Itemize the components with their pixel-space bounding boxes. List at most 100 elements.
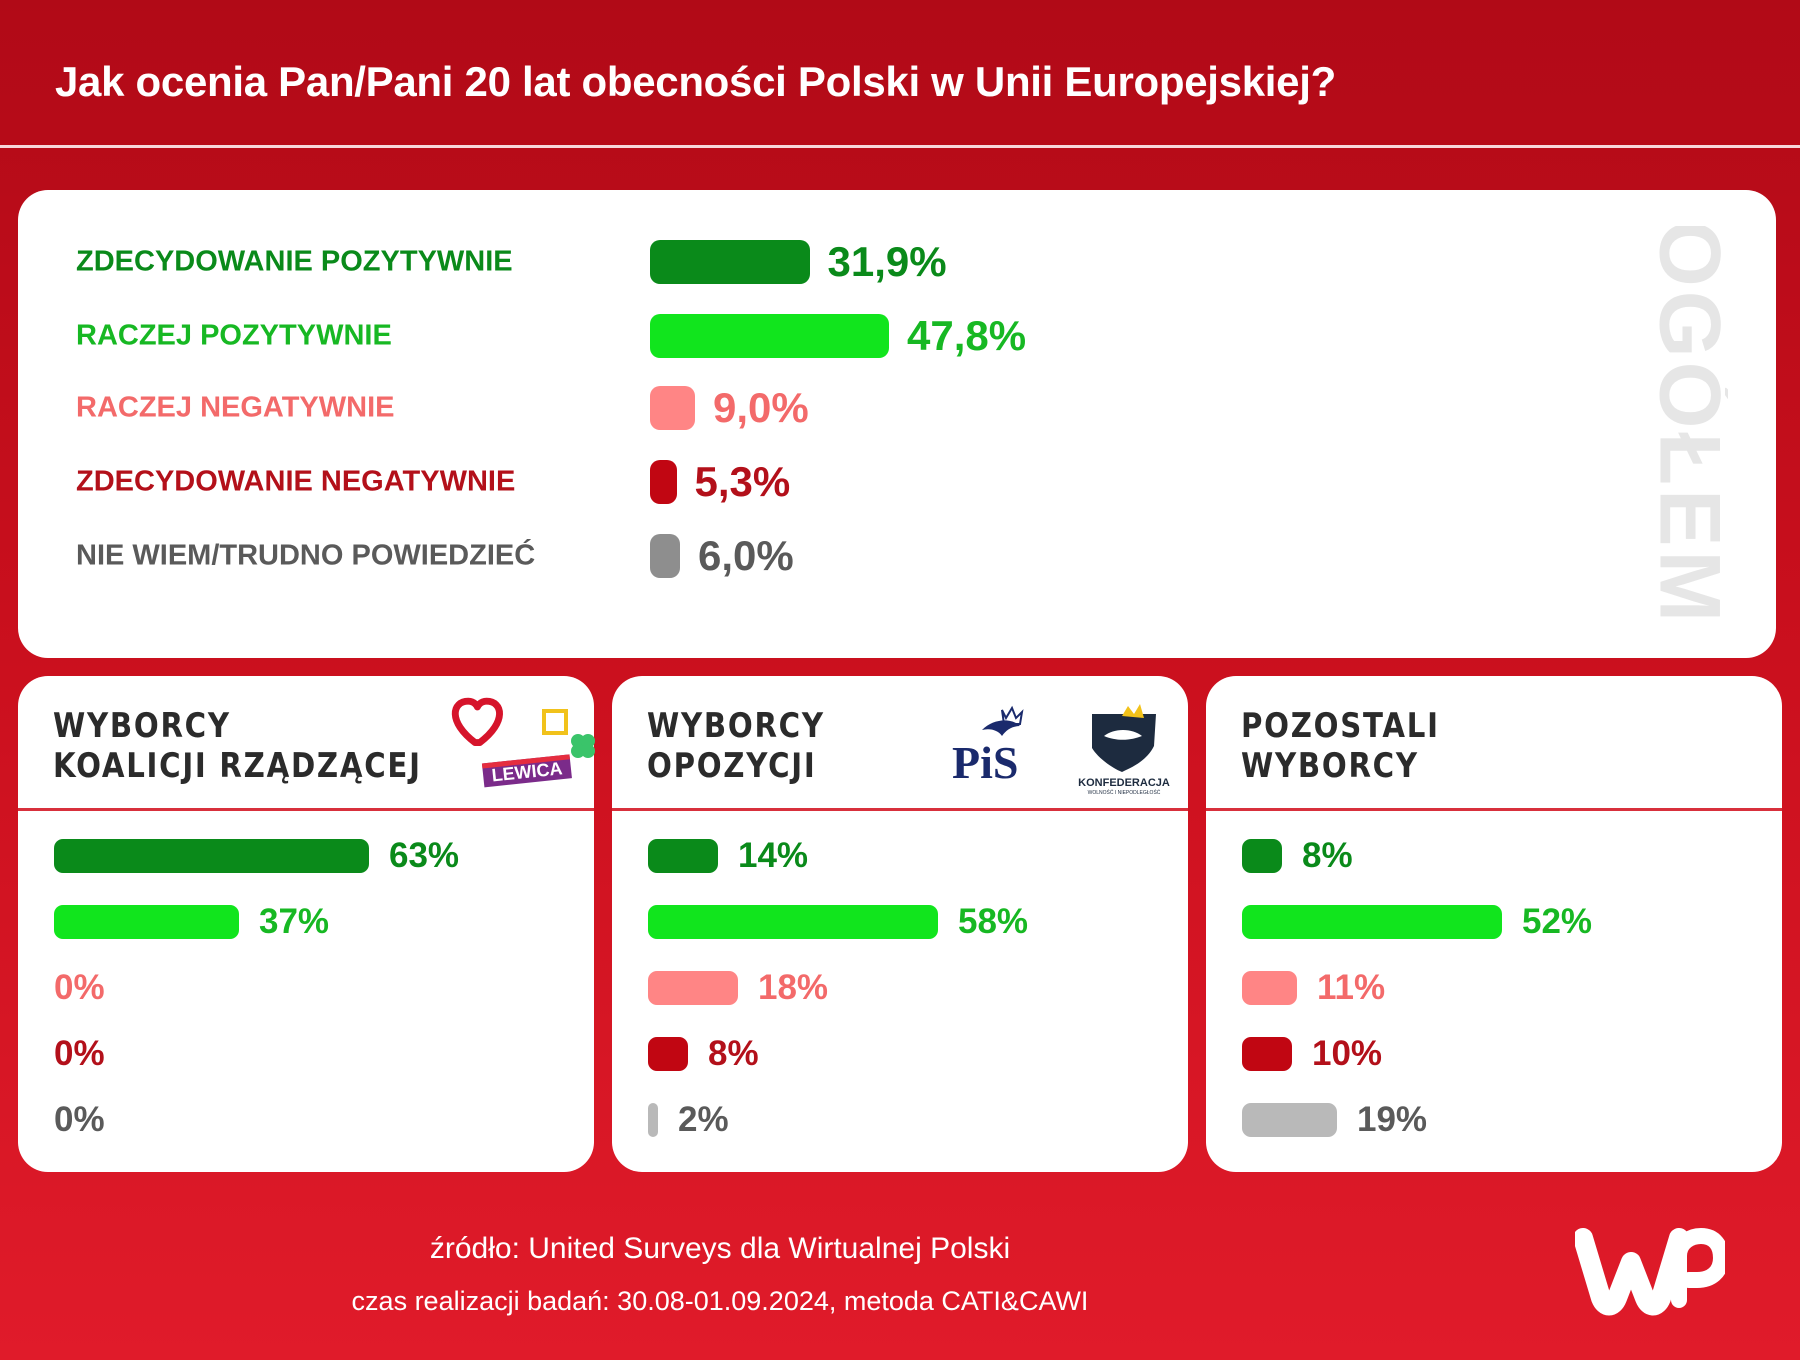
panel-value-label: 0%: [54, 968, 105, 1007]
footer-source: źródło: United Surveys dla Wirtualnej Po…: [429, 1232, 1011, 1265]
panel-row: 0%: [18, 1098, 594, 1142]
overall-category-label: RACZEJ NEGATYWNIE: [76, 391, 395, 424]
panel-row: 2%: [612, 1098, 1188, 1142]
pis-crown-icon: [1001, 705, 1024, 725]
pis-logo-text: PiS: [952, 737, 1018, 788]
panel-value-label: 52%: [1522, 902, 1593, 941]
panel-value-label: 19%: [1357, 1100, 1428, 1139]
coalition-panel: WYBORCY KOALICJI RZĄDZĄCEJ LEWICA 63% 37%…: [18, 676, 595, 1172]
panel-row: 14%: [612, 834, 1188, 878]
panel-value-label: 63%: [389, 836, 460, 875]
konfederacja-logo-subtext: WOLNOŚĆ I NIEPODLEGŁOŚĆ: [1088, 788, 1161, 796]
pis-logo: PiS: [952, 705, 1024, 788]
panel-value-label: 10%: [1312, 1034, 1383, 1073]
others-panel: POZOSTALI WYBORCY 8% 52% 11% 10% 19%: [1206, 676, 1782, 1172]
opposition-panel-header: WYBORCY OPOZYCJI PiS KONFEDERACJA WOLNOŚ…: [612, 676, 1188, 810]
lewica-logo: LEWICA: [481, 754, 572, 788]
coalition-panel-title: WYBORCY KOALICJI RZĄDZĄCEJ: [53, 706, 422, 786]
coalition-title-line-2: KOALICJI RZĄDZĄCEJ: [53, 746, 422, 786]
opposition-panel-title: WYBORCY OPOZYCJI: [647, 706, 825, 786]
panel-bar: [648, 971, 738, 1005]
panel-row: 37%: [18, 900, 594, 944]
panel-bar: [1242, 1037, 1292, 1071]
psl-clover-icon: [571, 734, 595, 758]
panel-row: 58%: [612, 900, 1188, 944]
coalition-panel-header: WYBORCY KOALICJI RZĄDZĄCEJ LEWICA: [18, 676, 595, 810]
panel-row: 19%: [1206, 1098, 1782, 1142]
opposition-logos: PiS KONFEDERACJA WOLNOŚĆ I NIEPODLEGŁOŚĆ: [942, 696, 1182, 796]
others-title-line-2: WYBORCY: [1241, 746, 1419, 786]
panel-bar: [648, 1103, 658, 1137]
panel-row: 11%: [1206, 966, 1782, 1010]
overall-category-label: ZDECYDOWANIE POZYTYWNIE: [76, 245, 513, 278]
opposition-divider: [612, 808, 1188, 811]
panel-value-label: 37%: [259, 902, 330, 941]
opposition-panel: WYBORCY OPOZYCJI PiS KONFEDERACJA WOLNOŚ…: [612, 676, 1188, 1172]
trzecia-droga-icon: [542, 709, 568, 735]
pis-eagle-icon: [982, 720, 1020, 736]
overall-row: RACZEJ POZYTYWNIE 47,8%: [18, 306, 1518, 366]
others-title-line-1: POZOSTALI: [1241, 706, 1440, 746]
wp-logo-icon: [1575, 1228, 1725, 1316]
konfederacja-logo: KONFEDERACJA WOLNOŚĆ I NIEPODLEGŁOŚĆ: [1078, 704, 1170, 796]
panel-bar: [648, 839, 718, 873]
panel-bar: [1242, 839, 1282, 873]
panel-row: 10%: [1206, 1032, 1782, 1076]
overall-bar: [650, 386, 695, 430]
header: Jak ocenia Pan/Pani 20 lat obecności Pol…: [0, 0, 1800, 148]
panel-row: 52%: [1206, 900, 1782, 944]
panel-value-label: 2%: [678, 1100, 729, 1139]
overall-value-label: 31,9%: [827, 238, 947, 285]
overall-side-label: OGÓŁEM: [1638, 220, 1737, 626]
overall-panel: ZDECYDOWANIE POZYTYWNIE 31,9% RACZEJ POZYT…: [18, 190, 1776, 658]
coalition-divider: [18, 808, 594, 811]
overall-side-label-svg: OGÓŁEM: [1641, 220, 1737, 626]
overall-value-label: 47,8%: [907, 312, 1027, 359]
panel-row: 8%: [1206, 834, 1782, 878]
panel-bar: [1242, 971, 1297, 1005]
panel-bar: [648, 1037, 688, 1071]
panel-bar: [1242, 905, 1502, 939]
others-divider: [1206, 808, 1782, 811]
panel-value-label: 14%: [738, 836, 809, 875]
panel-row: 18%: [612, 966, 1188, 1010]
panel-bar: [54, 905, 239, 939]
konfederacja-logo-text: KONFEDERACJA: [1078, 777, 1170, 789]
konfederacja-crown-icon: [1122, 704, 1144, 718]
overall-bar: [650, 534, 680, 578]
panel-bar: [1242, 1103, 1337, 1137]
overall-value-label: 6,0%: [698, 532, 794, 579]
ko-heart-icon: [451, 697, 503, 747]
coalition-logos: LEWICA: [448, 696, 598, 796]
panel-row: 63%: [18, 834, 594, 878]
panel-value-label: 18%: [758, 968, 829, 1007]
overall-row: RACZEJ NEGATYWNIE 9,0%: [18, 378, 1518, 438]
panel-value-label: 8%: [1302, 836, 1353, 875]
overall-bar: [650, 460, 677, 504]
overall-row: ZDECYDOWANIE NEGATYWNIE 5,3%: [18, 452, 1518, 512]
panel-value-label: 58%: [958, 902, 1029, 941]
overall-row: NIE WIEM/TRUDNO POWIEDZIEĆ 6,0%: [18, 526, 1518, 586]
chart-title: Jak ocenia Pan/Pani 20 lat obecności Pol…: [55, 58, 1336, 105]
konfederacja-shield-icon: [1092, 714, 1156, 772]
opposition-title-line-2: OPOZYCJI: [647, 746, 817, 786]
panel-bar: [648, 905, 938, 939]
panel-value-label: 8%: [708, 1034, 759, 1073]
others-panel-header: POZOSTALI WYBORCY: [1206, 676, 1782, 810]
panel-row: 8%: [612, 1032, 1188, 1076]
panel-row: 0%: [18, 1032, 594, 1076]
panel-row: 0%: [18, 966, 594, 1010]
panel-value-label: 0%: [54, 1034, 105, 1073]
panel-value-label: 11%: [1317, 968, 1386, 1007]
footer-time: czas realizacji badań: 30.08-01.09.2024,…: [351, 1286, 1089, 1316]
overall-value-label: 5,3%: [694, 458, 791, 505]
opposition-title-line-1: WYBORCY: [647, 706, 825, 746]
overall-value-label: 9,0%: [713, 384, 809, 431]
overall-bar: [650, 314, 889, 358]
overall-side-text: OGÓŁEM: [1641, 226, 1728, 621]
panel-bar: [54, 839, 369, 873]
overall-row: ZDECYDOWANIE POZYTYWNIE 31,9%: [18, 232, 1518, 292]
overall-category-label: RACZEJ POZYTYWNIE: [76, 319, 392, 352]
overall-bar: [650, 240, 810, 284]
others-panel-title: POZOSTALI WYBORCY: [1241, 706, 1440, 786]
